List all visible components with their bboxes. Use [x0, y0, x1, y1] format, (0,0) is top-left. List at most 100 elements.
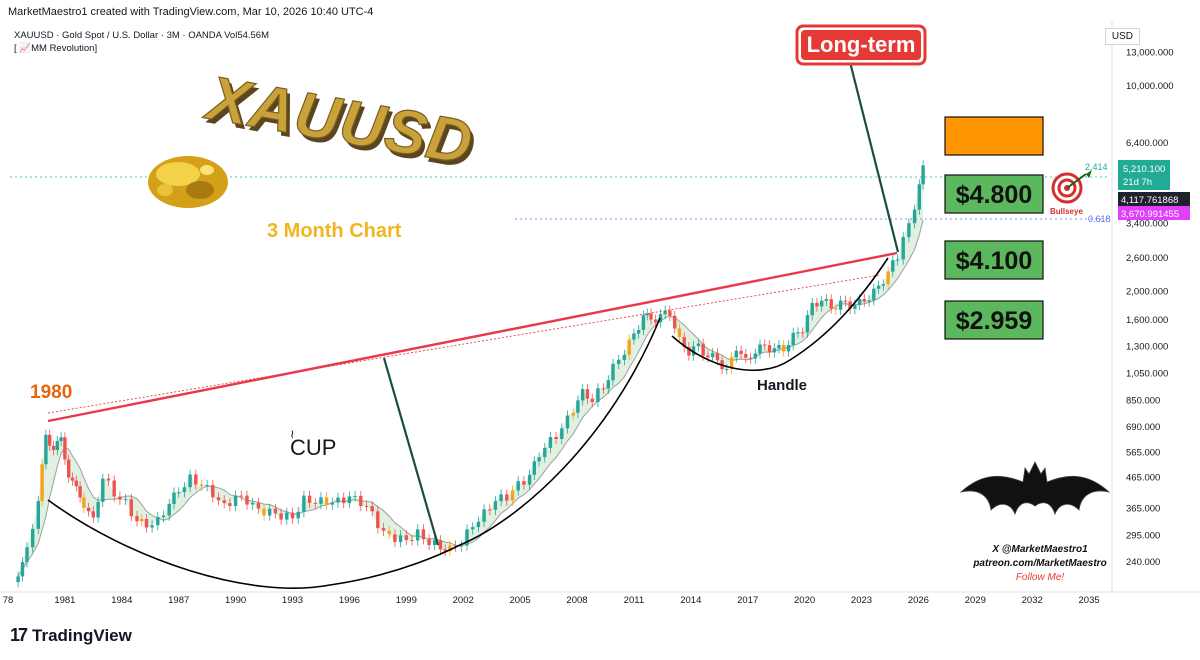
candle-body[interactable]: [216, 497, 221, 501]
candle-body[interactable]: [786, 345, 791, 352]
candle-body[interactable]: [205, 484, 209, 486]
target-box[interactable]: [944, 300, 1044, 340]
candle-body[interactable]: [767, 345, 772, 353]
symbol-legend[interactable]: XAUUSD · Gold Spot / U.S. Dollar · 3M · …: [14, 30, 270, 41]
candle-body[interactable]: [239, 495, 243, 497]
candle-body[interactable]: [285, 512, 289, 520]
candle-body[interactable]: [118, 496, 122, 500]
candle-body[interactable]: [606, 380, 610, 389]
candle-body[interactable]: [668, 310, 672, 316]
candle-body[interactable]: [167, 504, 171, 516]
candle-body[interactable]: [725, 369, 729, 371]
candle-body[interactable]: [182, 487, 187, 493]
candle-body[interactable]: [482, 509, 486, 522]
candle-body[interactable]: [853, 304, 857, 309]
candle-body[interactable]: [617, 359, 621, 364]
candle-body[interactable]: [359, 495, 363, 507]
candle-body[interactable]: [376, 511, 380, 529]
candle-body[interactable]: [222, 500, 226, 504]
current-price-tag[interactable]: 5,210.100 21d 7h: [1118, 160, 1170, 190]
indicator-legend[interactable]: [ 📈MM Revolution]: [14, 43, 98, 54]
candle-body[interactable]: [571, 412, 575, 416]
candle-body[interactable]: [824, 299, 829, 301]
candle-body[interactable]: [834, 308, 838, 310]
candle-body[interactable]: [336, 497, 340, 503]
candle-body[interactable]: [96, 501, 100, 518]
candle-body[interactable]: [296, 511, 300, 519]
candle-body[interactable]: [25, 547, 29, 563]
candle-body[interactable]: [848, 301, 852, 309]
candle-body[interactable]: [881, 284, 885, 286]
candle-body[interactable]: [20, 562, 25, 577]
candle-body[interactable]: [516, 481, 520, 491]
candle-body[interactable]: [921, 165, 925, 185]
candle-body[interactable]: [416, 529, 420, 541]
candle-body[interactable]: [86, 507, 91, 512]
candle-body[interactable]: [324, 497, 329, 505]
candle-body[interactable]: [427, 539, 431, 546]
candle-body[interactable]: [268, 508, 272, 516]
candle-body[interactable]: [319, 497, 323, 504]
candle-body[interactable]: [433, 540, 437, 546]
candle-body[interactable]: [465, 529, 469, 546]
currency-selector[interactable]: USD: [1104, 28, 1140, 45]
candle-body[interactable]: [262, 508, 266, 516]
candle-body[interactable]: [763, 344, 767, 346]
candle-body[interactable]: [404, 535, 408, 541]
candle-body[interactable]: [658, 314, 663, 323]
candle-body[interactable]: [493, 501, 498, 510]
candle-body[interactable]: [228, 503, 232, 506]
candle-body[interactable]: [499, 494, 503, 502]
candle-body[interactable]: [872, 288, 876, 301]
candle-body[interactable]: [772, 348, 776, 353]
candle-body[interactable]: [194, 474, 198, 485]
candle-body[interactable]: [135, 516, 139, 522]
candle-body[interactable]: [505, 494, 509, 501]
candle-body[interactable]: [421, 529, 426, 540]
candle-body[interactable]: [101, 478, 105, 502]
candle-body[interactable]: [438, 540, 443, 550]
candle-body[interactable]: [36, 501, 40, 529]
candle-body[interactable]: [576, 400, 580, 413]
candle-body[interactable]: [537, 457, 541, 462]
candle-body[interactable]: [40, 464, 44, 502]
candle-body[interactable]: [701, 343, 705, 356]
candle-body[interactable]: [172, 492, 176, 505]
resistance-trendline[interactable]: [47, 251, 898, 423]
candle-body[interactable]: [867, 300, 871, 302]
candle-body[interactable]: [78, 486, 82, 498]
candle-body[interactable]: [70, 477, 75, 481]
candle-body[interactable]: [748, 357, 753, 359]
candle-body[interactable]: [273, 508, 278, 514]
candle-body[interactable]: [636, 330, 641, 334]
candle-body[interactable]: [51, 445, 56, 451]
candle-body[interactable]: [601, 388, 606, 390]
candle-body[interactable]: [177, 492, 181, 494]
candle-body[interactable]: [522, 481, 526, 485]
candle-body[interactable]: [838, 300, 843, 310]
cup-curve[interactable]: [47, 317, 661, 589]
candle-body[interactable]: [739, 350, 743, 354]
candle-body[interactable]: [112, 480, 116, 497]
candle-body[interactable]: [801, 332, 805, 334]
candle-body[interactable]: [59, 437, 63, 441]
candle-body[interactable]: [645, 313, 649, 316]
candle-body[interactable]: [31, 528, 35, 548]
candle-body[interactable]: [734, 350, 738, 358]
candle-body[interactable]: [156, 517, 160, 526]
candle-body[interactable]: [691, 346, 696, 356]
candle-body[interactable]: [829, 299, 833, 309]
candle-body[interactable]: [585, 389, 590, 399]
candle-body[interactable]: [891, 260, 895, 272]
candle-body[interactable]: [387, 530, 391, 535]
candle-body[interactable]: [488, 509, 492, 511]
candle-body[interactable]: [140, 519, 144, 522]
candle-body[interactable]: [123, 499, 128, 501]
price-axis[interactable]: 13,000.000 10,000.000 6,400.000 3,400.000 2,…: [1111, 20, 1174, 592]
candle-body[interactable]: [16, 576, 20, 583]
candle-body[interactable]: [917, 184, 921, 210]
candle-body[interactable]: [581, 389, 585, 401]
cup-depth-line[interactable]: [382, 357, 440, 546]
candle-body[interactable]: [44, 434, 48, 465]
candle-body[interactable]: [398, 535, 403, 543]
